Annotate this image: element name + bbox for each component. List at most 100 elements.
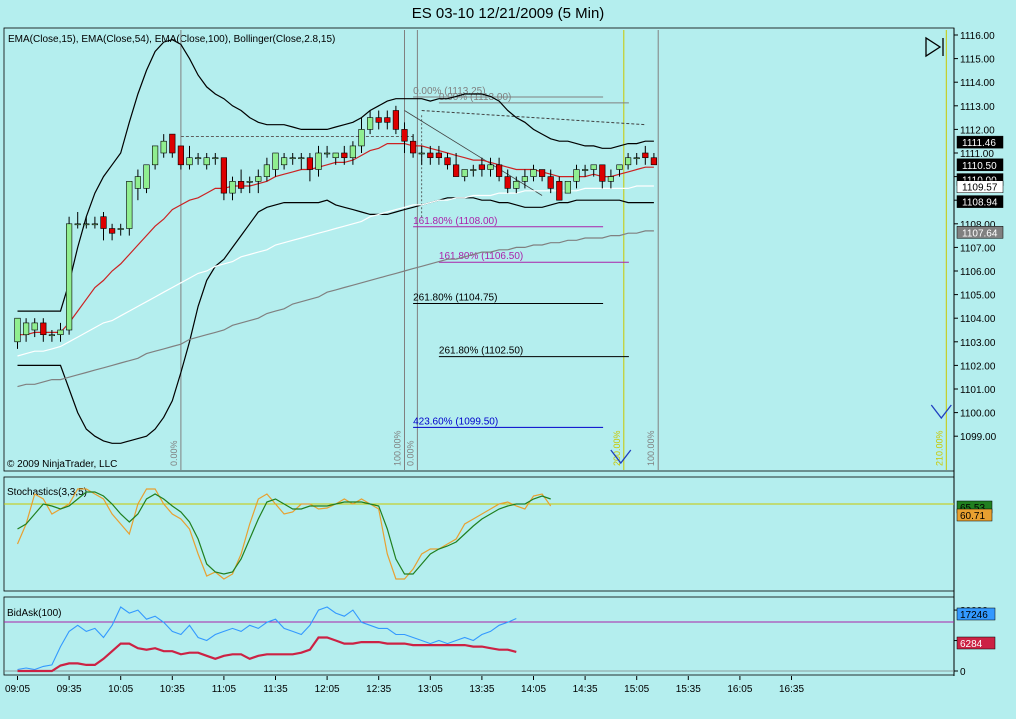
price-tick-label: 1108.00 <box>960 220 996 231</box>
fib-level-label: 0.00% (1113.00) <box>439 92 511 103</box>
candle-body <box>212 157 219 160</box>
price-tick-label: 1100.00 <box>960 409 996 420</box>
down-arrow-icon <box>610 449 632 465</box>
candle-body <box>547 176 554 189</box>
time-tick-label: 14:05 <box>521 684 546 695</box>
candle-body <box>100 216 107 229</box>
candle-body <box>358 129 365 147</box>
candle-body <box>530 169 537 177</box>
stoch-k-line <box>16 488 552 580</box>
candle-body <box>418 152 425 155</box>
fib-time-label: 200.00% <box>612 430 622 466</box>
candle-body <box>461 169 468 177</box>
candle-body <box>134 176 142 189</box>
candle-body <box>177 145 185 166</box>
candle-body <box>229 181 236 194</box>
candle-body <box>306 157 314 170</box>
price-tick-label: 1106.00 <box>960 267 996 278</box>
price-marker-label: 1110.50 <box>962 161 997 172</box>
time-tick-label: 13:35 <box>469 684 494 695</box>
candle-body <box>117 228 124 230</box>
candle-body <box>444 157 451 166</box>
candle-body <box>581 169 589 171</box>
price-tick-label: 1102.00 <box>960 361 996 372</box>
candle-body <box>272 152 279 170</box>
bid-line <box>17 606 517 671</box>
candle-body <box>607 176 614 182</box>
candle-body <box>186 157 193 166</box>
candle-body <box>14 317 21 343</box>
candle-body <box>642 152 649 159</box>
candle-body <box>349 145 357 159</box>
candle-body <box>599 164 606 182</box>
time-tick-label: 09:05 <box>5 684 30 695</box>
bidask-marker <box>956 607 996 621</box>
time-tick-label: 11:05 <box>212 684 237 695</box>
candle-body <box>452 164 460 177</box>
fib-level-label: 261.80% (1104.75) <box>413 293 497 304</box>
stoch-d-line <box>17 491 551 575</box>
price-tick-label: 1104.00 <box>960 314 996 325</box>
time-tick-label: 13:05 <box>418 684 443 695</box>
fib-level-label: 423.60% (1099.50) <box>413 416 498 427</box>
fib-time-label: 100.00% <box>646 430 656 466</box>
bidask-marker-label: 17246 <box>960 610 988 621</box>
candle-body <box>238 181 245 189</box>
candle-body <box>74 223 81 226</box>
candle-body <box>478 164 486 170</box>
candle-body <box>564 181 571 194</box>
price-marker-label: 1108.94 <box>962 198 998 209</box>
copyright-label: © 2009 NinjaTrader, LLC <box>7 459 117 470</box>
candle-body <box>57 329 64 336</box>
fib-time-label: 100.00% <box>393 430 403 466</box>
fib-time-label: 0.00% <box>405 440 415 466</box>
down-arrow-icon <box>930 404 952 420</box>
candle-body <box>384 117 391 123</box>
candle-body <box>616 164 623 170</box>
price-tick-label: 1107.00 <box>960 243 996 254</box>
bollinger-lower-line <box>17 197 654 444</box>
candle-body <box>195 157 202 160</box>
trend-dashed-line <box>421 110 646 126</box>
time-tick-label: 16:05 <box>727 684 752 695</box>
price-marker <box>956 226 1004 239</box>
candle-body <box>143 164 150 189</box>
candle-body <box>22 322 30 336</box>
price-tick-label: 1115.00 <box>960 55 995 66</box>
candle-body <box>263 164 271 177</box>
candle-body <box>538 169 546 177</box>
candle-body <box>590 164 597 170</box>
price-marker <box>956 180 1004 193</box>
candle-body <box>650 157 657 166</box>
bidask-marker-label: 6284 <box>960 639 983 650</box>
candle-body <box>409 140 417 154</box>
ema54-line <box>17 185 654 357</box>
candle-body <box>427 152 434 159</box>
time-tick-label: 15:05 <box>624 684 649 695</box>
candle-body <box>633 157 640 160</box>
price-tick-label: 1114.00 <box>960 78 995 89</box>
ema100-line <box>17 230 654 388</box>
candle-body <box>323 152 331 155</box>
time-tick-label: 10:05 <box>108 684 133 695</box>
candle-body <box>341 152 348 159</box>
candle-body <box>255 176 262 182</box>
candle-body <box>40 322 47 336</box>
candle-body <box>160 140 167 154</box>
window-title: ES 03-10 12/21/2009 (5 Min) <box>412 5 605 22</box>
candle-body <box>487 164 494 170</box>
stoch-marker-label: 60.71 <box>960 511 985 522</box>
candle-body <box>332 152 339 159</box>
candle-body <box>513 181 520 189</box>
price-tick-label: 1111.00 <box>960 149 994 160</box>
price-tick-label: 1099.00 <box>960 432 997 443</box>
stochastics-label: Stochastics(3,3,5) <box>7 487 87 498</box>
candle-body <box>375 117 382 123</box>
time-tick-label: 12:35 <box>366 684 391 695</box>
candle-body <box>521 176 528 182</box>
fib-time-label: 0.00% <box>169 440 179 466</box>
play-pause-icon[interactable] <box>925 36 944 58</box>
candle-body <box>504 176 511 189</box>
time-tick-label: 12:05 <box>315 684 340 695</box>
